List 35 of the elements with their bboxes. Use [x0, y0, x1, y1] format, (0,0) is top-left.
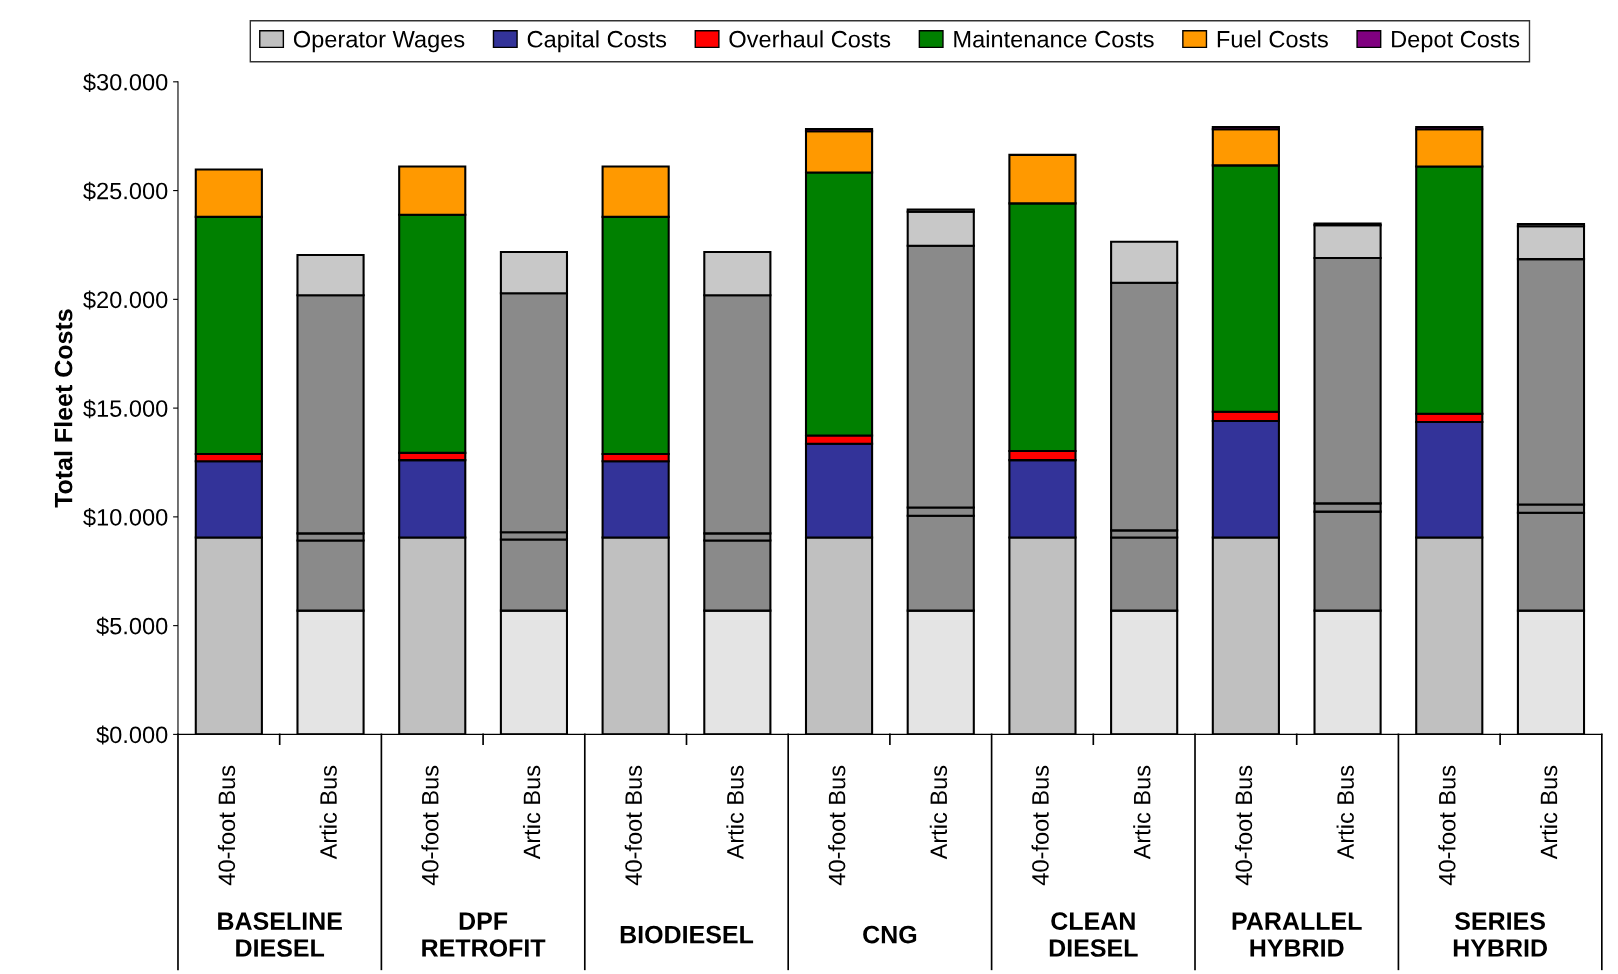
- text: SERIES HYBRID: [1453, 912, 1547, 957]
- y-tick-label: $5.000: [96, 616, 168, 636]
- x-tick-label: Artic Bus: [522, 765, 541, 860]
- legend-label: Operator Wages: [293, 30, 465, 53]
- x-tick-label: 40-foot Bus: [624, 765, 642, 886]
- text: PARALLEL HYBRID: [1232, 912, 1362, 957]
- text: CNG: [863, 925, 917, 944]
- text: CLEAN DIESEL: [1049, 912, 1138, 957]
- x-tick-label: 40-foot Bus: [1234, 765, 1253, 886]
- x-tick-label: 40-foot Bus: [217, 765, 236, 886]
- text: BIODIESEL: [620, 925, 754, 944]
- x-tick-label: Artic Bus: [1336, 765, 1354, 860]
- legend-label: Depot Costs: [1392, 30, 1520, 53]
- x-tick-label: 40-foot Bus: [828, 765, 846, 886]
- y-tick-label: $15.000: [83, 399, 168, 419]
- x-tick-label: Artic Bus: [1539, 765, 1558, 860]
- legend-label: Maintenance Costs: [954, 30, 1154, 48]
- x-tick-label: Artic Bus: [929, 765, 948, 860]
- x-tick-label: Artic Bus: [726, 765, 744, 860]
- x-tick-label: 40-foot Bus: [1031, 765, 1049, 886]
- x-tick-label: Artic Bus: [319, 765, 337, 860]
- legend-label: Overhaul Costs: [729, 30, 891, 48]
- y-tick-label: $30.000: [83, 72, 168, 93]
- y-tick-label: $20.000: [83, 290, 168, 310]
- y-tick-label: $0.000: [96, 725, 168, 745]
- y-axis-title: Total Fleet Costs: [54, 309, 73, 508]
- legend-label: Capital Costs: [527, 30, 667, 53]
- text: DPF RETROFIT: [422, 912, 546, 957]
- legend-label: Fuel Costs: [1217, 30, 1328, 48]
- y-tick-label: $25.000: [83, 181, 168, 201]
- x-tick-label: 40-foot Bus: [421, 765, 439, 886]
- y-tick-label: $10.000: [83, 507, 168, 528]
- x-tick-label: Artic Bus: [1133, 765, 1151, 860]
- text: BASELINE DIESEL: [218, 912, 342, 957]
- x-tick-label: 40-foot Bus: [1438, 765, 1456, 886]
